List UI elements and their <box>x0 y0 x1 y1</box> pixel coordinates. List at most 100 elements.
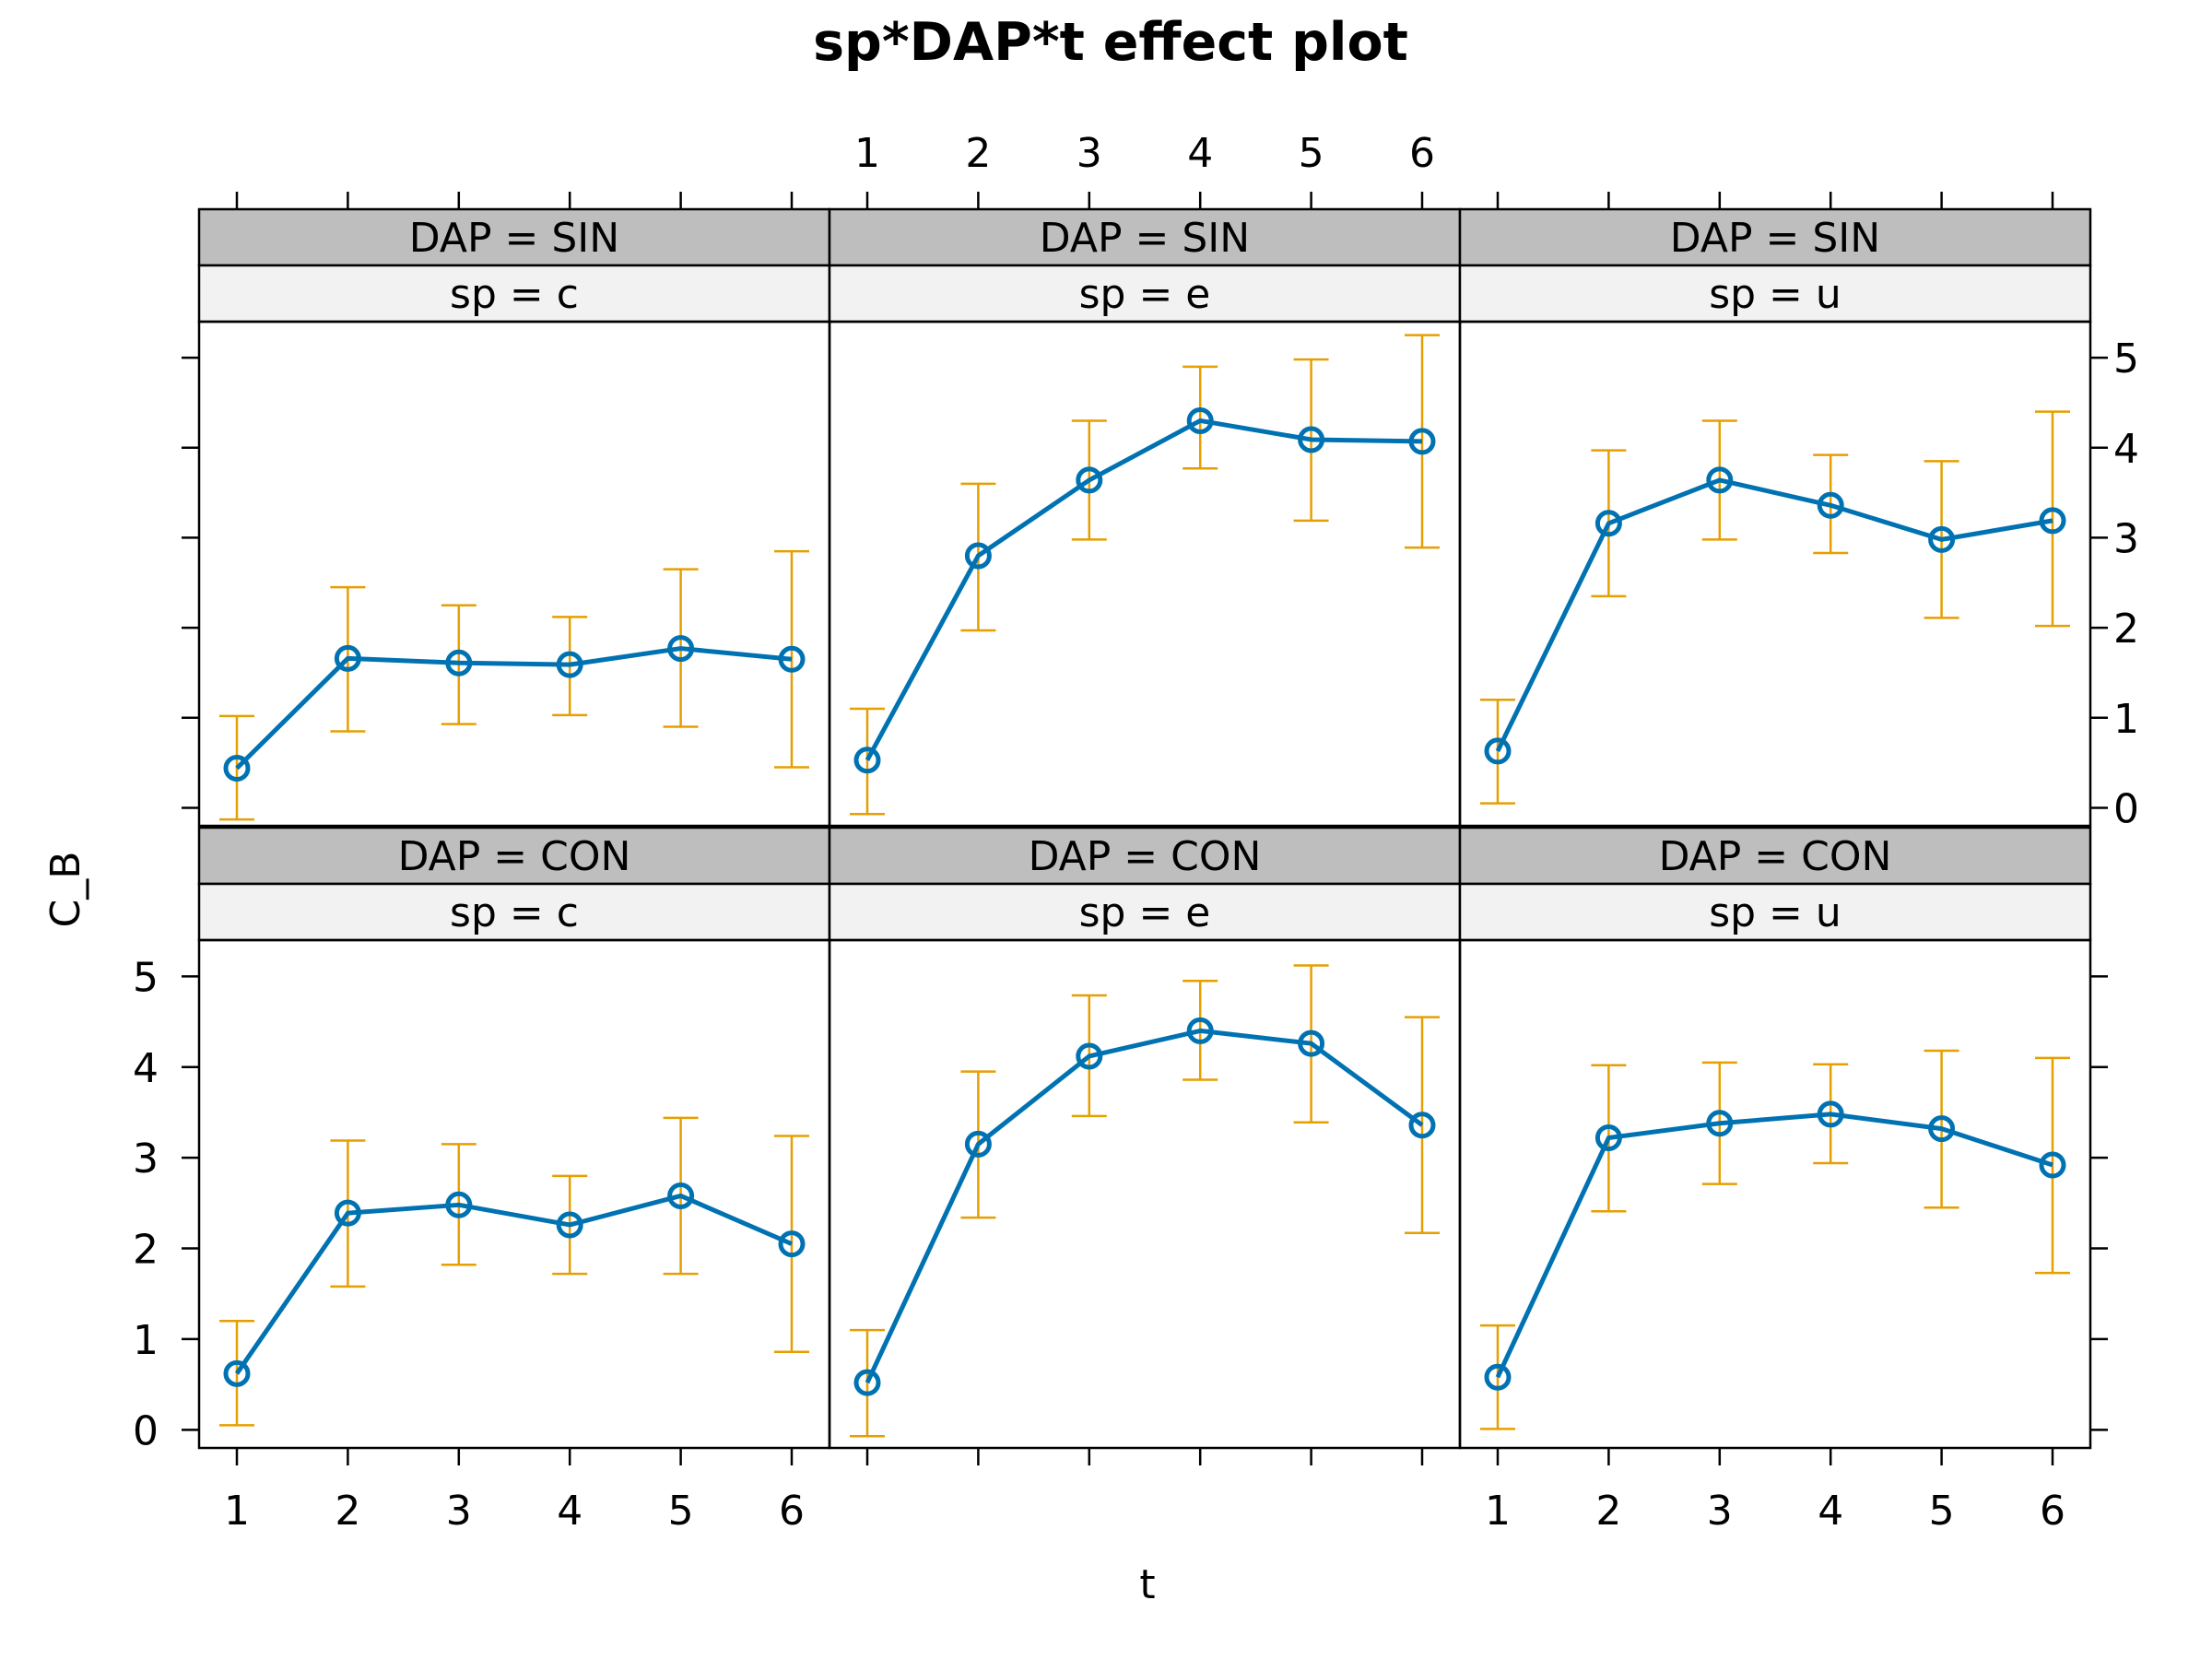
strip-inner <box>197 264 831 324</box>
data-point <box>778 1230 806 1258</box>
data-point <box>445 1191 473 1218</box>
strip-outer-label: DAP = SIN <box>1040 215 1250 262</box>
x-tick-label-bottom: 1 <box>224 1488 250 1535</box>
data-point <box>1298 426 1325 453</box>
x-tick-label-bottom: 6 <box>779 1488 805 1535</box>
y-tick-label-left: 2 <box>133 1227 159 1274</box>
y-tick-label-right: 5 <box>2113 335 2139 382</box>
y-axis: 0 1 2 3 4 5 0 1 2 3 4 5 <box>133 335 2139 1454</box>
x-tick-label-bottom: 4 <box>1818 1488 1843 1535</box>
data-point <box>1298 1030 1325 1057</box>
panel-2: DAP = SIN sp = e <box>828 207 1462 828</box>
y-axis-label: C_B <box>42 852 89 928</box>
x-tick-label-bottom: 2 <box>1595 1488 1621 1535</box>
chart-title: sp*DAP*t effect plot <box>813 12 1408 73</box>
strip-inner-label: sp = u <box>1709 889 1841 936</box>
plot-frame <box>1458 320 2092 828</box>
panels-layer: DAP = SIN sp = c DAP = SIN sp = e DAP = SIN s… <box>133 130 2139 1535</box>
x-tick-label-bottom: 3 <box>446 1488 472 1535</box>
data-point <box>1076 1042 1103 1070</box>
data-point <box>667 635 695 663</box>
strip-inner <box>1458 882 2092 942</box>
strip-outer-label: DAP = CON <box>398 833 631 880</box>
plot-frame <box>1458 938 2092 1450</box>
data-point <box>1594 510 1622 537</box>
strip-inner <box>828 264 1462 324</box>
data-point <box>334 1199 361 1227</box>
data-point <box>1817 1100 1844 1128</box>
data-point <box>1076 466 1103 494</box>
fit-line <box>865 418 1423 761</box>
data-point <box>667 1182 695 1209</box>
data-point <box>1706 1110 1734 1137</box>
fit-line <box>1495 1112 2053 1379</box>
fit-line <box>235 646 793 771</box>
data-point <box>964 1130 992 1158</box>
data-point <box>223 754 251 782</box>
data-point <box>1186 406 1214 434</box>
data-point <box>223 1359 251 1387</box>
fit-line <box>1495 477 2053 753</box>
x-tick-label-bottom: 3 <box>1707 1488 1733 1535</box>
y-tick-label-left: 5 <box>133 954 159 1001</box>
y-tick-label-left: 3 <box>133 1135 159 1182</box>
strip-outer-label: DAP = CON <box>1029 833 1262 880</box>
data-point <box>1817 491 1844 519</box>
y-tick-label-right: 1 <box>2113 696 2139 743</box>
plot-frame <box>828 320 1462 828</box>
data-point <box>1484 1363 1512 1391</box>
x-tick-label-bottom: 5 <box>1929 1488 1955 1535</box>
strip-inner-label: sp = c <box>450 271 579 318</box>
panel-1: DAP = SIN sp = c <box>197 207 831 828</box>
strip-inner <box>1458 264 2092 324</box>
x-tick-label-top: 5 <box>1299 130 1324 177</box>
plot-frame <box>828 938 1462 1450</box>
panel-3: DAP = SIN sp = u <box>1458 207 2092 828</box>
data-point <box>445 649 473 677</box>
data-point <box>556 651 583 678</box>
panel-5: DAP = CON sp = e <box>828 826 1462 1450</box>
plot-frame <box>197 938 831 1450</box>
fit-line <box>234 1193 793 1375</box>
y-tick-label-right: 2 <box>2113 606 2139 653</box>
data-point <box>2039 507 2066 535</box>
data-point <box>1928 525 1956 553</box>
data-point <box>778 645 806 673</box>
x-tick-label-top: 6 <box>1409 130 1435 177</box>
x-tick-label-top: 1 <box>854 130 880 177</box>
y-tick-label-right: 0 <box>2113 785 2139 832</box>
strip-inner-label: sp = c <box>450 889 579 936</box>
x-axis-label: t <box>1139 1561 1155 1608</box>
y-tick-label-right: 3 <box>2113 515 2139 562</box>
y-tick-label-left: 1 <box>133 1317 159 1364</box>
strip-outer-label: DAP = SIN <box>1670 215 1880 262</box>
data-point <box>1408 428 1436 455</box>
strip-outer <box>197 207 831 267</box>
strip-inner-label: sp = e <box>1079 889 1211 936</box>
y-tick-label-left: 0 <box>133 1407 159 1454</box>
x-tick-label-bottom: 5 <box>668 1488 694 1535</box>
strip-outer-label: DAP = SIN <box>409 215 619 262</box>
data-point <box>1706 466 1734 494</box>
data-point <box>2039 1151 2066 1179</box>
data-point <box>334 644 361 672</box>
x-tick-label-top: 4 <box>1187 130 1213 177</box>
data-point <box>1928 1115 1956 1143</box>
plot-frame <box>197 320 831 828</box>
data-point <box>556 1211 583 1239</box>
strip-outer-label: DAP = CON <box>1659 833 1892 880</box>
y-tick-label-left: 4 <box>133 1045 159 1092</box>
data-point <box>1594 1124 1622 1151</box>
x-axis: 1 2 3 4 5 6 1 2 3 4 5 6 1 2 3 4 5 6 <box>224 130 2065 1535</box>
x-tick-label-top: 3 <box>1077 130 1102 177</box>
data-point <box>1408 1112 1436 1139</box>
x-tick-label-bottom: 6 <box>2040 1488 2065 1535</box>
strip-outer <box>1458 207 2092 267</box>
strip-inner-label: sp = e <box>1079 271 1211 318</box>
panel-4: DAP = CON sp = c <box>197 826 831 1450</box>
panel-6: DAP = CON sp = u <box>1458 826 2092 1450</box>
data-point <box>853 747 881 774</box>
fit-line <box>865 1028 1424 1384</box>
strip-inner-label: sp = u <box>1709 271 1841 318</box>
